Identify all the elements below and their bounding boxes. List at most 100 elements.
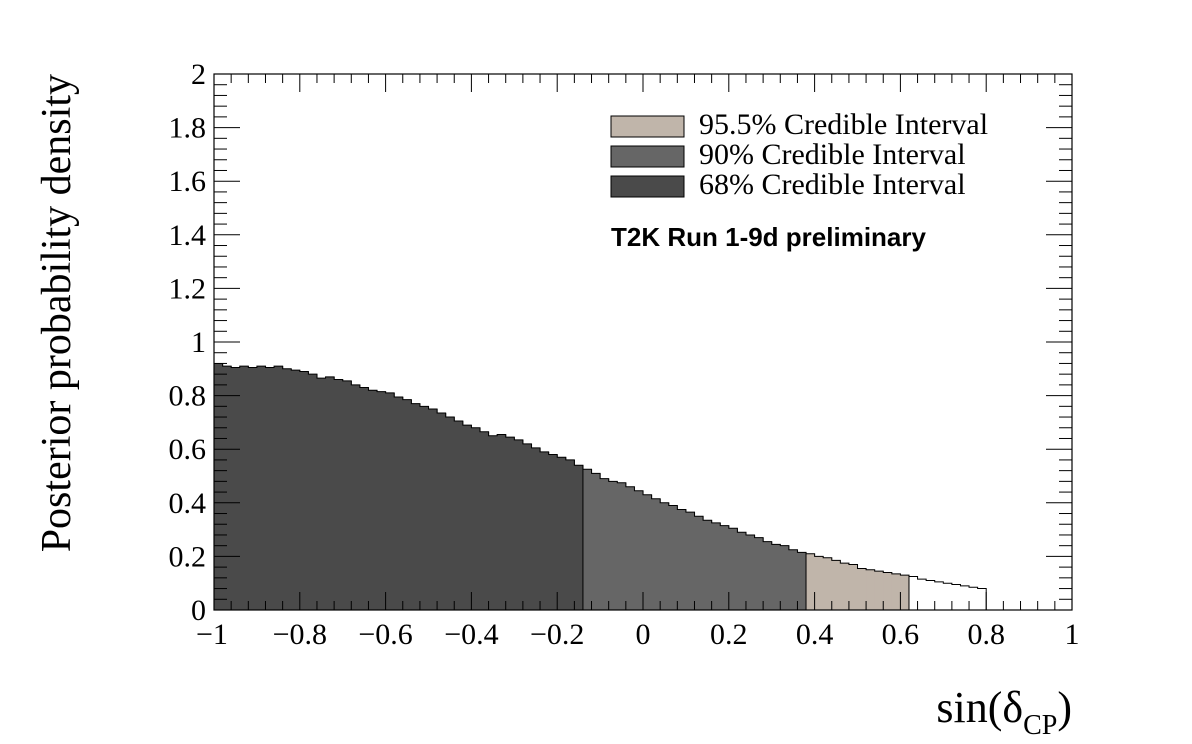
histogram-bin-fill xyxy=(677,509,687,610)
histogram-bin-fill xyxy=(274,366,284,610)
histogram-bin-fill xyxy=(239,366,249,610)
histogram-bin-fill xyxy=(428,409,438,610)
x-tick-labels: −1 −0.8 −0.6 −0.4 −0.2 0 0.2 0.4 0.6 0.8 1 xyxy=(196,618,1080,651)
x-tick-label: −0.6 xyxy=(358,618,412,651)
histogram-bin-fill xyxy=(540,451,550,610)
histogram-bin-fill xyxy=(514,439,524,610)
histogram-bin-fill xyxy=(359,387,370,610)
histogram-bin-fill xyxy=(711,522,721,610)
histogram-bin-fill xyxy=(265,367,275,610)
histogram-bin-fill xyxy=(660,502,670,610)
histogram-bin-fill xyxy=(471,427,481,610)
histogram-bin-fill xyxy=(831,560,841,610)
histogram-bin-fill xyxy=(342,380,352,610)
y-tick-label: 0.6 xyxy=(169,433,207,466)
histogram-bin-fill xyxy=(840,563,850,610)
histogram-bin-fill xyxy=(891,573,901,610)
histogram-bin-fill xyxy=(694,516,704,610)
y-tick-label: 0.4 xyxy=(169,487,207,520)
y-tick-label: 1.2 xyxy=(169,272,207,305)
histogram-bin-fill xyxy=(651,498,661,610)
histogram-bin-fill xyxy=(214,363,224,610)
y-tick-labels: 0 0.2 0.4 0.6 0.8 1 1.2 1.4 1.6 1.8 2 xyxy=(169,58,207,627)
y-tick-label: 0 xyxy=(191,594,206,627)
histogram-bin-fill xyxy=(531,447,541,610)
histogram-bin-fill xyxy=(222,366,232,610)
histogram-bin-fill xyxy=(625,486,636,610)
legend-entry-label: 95.5% Credible Interval xyxy=(699,108,988,141)
histogram-bin-fill xyxy=(402,399,412,610)
histogram-bin-fill xyxy=(591,473,601,610)
y-tick-label: 1.6 xyxy=(169,165,207,198)
histogram-bars xyxy=(213,362,987,610)
histogram-bin-fill xyxy=(316,378,327,610)
histogram-bin-fill xyxy=(411,403,421,610)
histogram-bin-fill xyxy=(385,392,395,610)
x-axis-label-close: ) xyxy=(1057,683,1072,732)
histogram-bin-fill xyxy=(488,435,498,610)
x-tick-label: −0.4 xyxy=(444,618,498,651)
interval-fills xyxy=(214,363,910,610)
histogram-bin-fill xyxy=(368,390,378,610)
histogram-bin-fill xyxy=(848,564,859,610)
histogram-bin-fill xyxy=(780,545,790,610)
histogram-bin-fill xyxy=(522,443,533,610)
histogram-bin-fill xyxy=(745,534,756,610)
x-tick-label: 0 xyxy=(636,618,651,651)
axis-ticks xyxy=(213,73,1073,611)
x-axis-label: sin(δCP) xyxy=(936,683,1072,741)
histogram-bin-fill xyxy=(608,481,618,610)
plot-frame xyxy=(213,73,1073,611)
interval-dividers xyxy=(582,465,910,610)
histogram-bin-fill xyxy=(574,465,584,610)
y-tick-label: 1.4 xyxy=(169,219,207,252)
histogram-bin-fill xyxy=(325,376,335,610)
histogram-bin-fill xyxy=(806,553,816,610)
histogram-bin-fill xyxy=(419,406,430,610)
legend-entry-label: 90% Credible Interval xyxy=(699,138,966,171)
y-tick-label: 1 xyxy=(191,326,206,359)
histogram-bin-fill xyxy=(437,413,447,610)
histogram-bin-fill xyxy=(643,494,653,610)
histogram-bin-fill xyxy=(497,434,507,610)
histogram-bin-fill xyxy=(814,556,824,610)
y-tick-label: 2 xyxy=(191,58,206,91)
histogram-bin-fill xyxy=(557,457,567,610)
histogram-bin-fill xyxy=(728,528,738,610)
x-tick-label: 0.8 xyxy=(967,618,1005,651)
histogram-bin-fill xyxy=(548,454,558,610)
histogram-bin-fill xyxy=(737,532,747,610)
y-tick-label: 0.2 xyxy=(169,540,207,573)
histogram-bin-fill xyxy=(883,572,893,610)
histogram-bin-fill xyxy=(823,557,833,610)
histogram-bin-fill xyxy=(900,575,910,610)
histogram-bin-fill xyxy=(308,374,318,610)
histogram-bin-fill xyxy=(565,459,575,610)
x-tick-label: 0.6 xyxy=(882,618,920,651)
legend-swatch xyxy=(610,115,685,138)
histogram-bin-fill xyxy=(754,537,764,610)
histogram-bin-fill xyxy=(617,482,627,610)
legend-entry-label: 68% Credible Interval xyxy=(699,168,966,201)
histogram-bin-fill xyxy=(454,421,464,610)
histogram-bin-fill xyxy=(582,469,593,610)
histogram-bin-fill xyxy=(685,512,696,610)
histogram-bin-fill xyxy=(334,379,344,610)
histogram-bin-fill xyxy=(788,549,799,610)
histogram-bin-fill xyxy=(668,505,678,610)
histogram-bin-fill xyxy=(874,571,884,610)
histogram-bin-fill xyxy=(248,367,258,610)
histogram-bin-fill xyxy=(634,490,644,610)
x-tick-label: 1 xyxy=(1065,618,1080,651)
x-tick-label: −1 xyxy=(196,618,228,651)
histogram-bin-fill xyxy=(462,425,472,610)
histogram-bin-fill xyxy=(479,431,490,610)
histogram-bin-fill xyxy=(505,437,515,610)
histogram-bin-fill xyxy=(231,367,241,610)
legend-swatch xyxy=(610,145,685,168)
preliminary-annotation: T2K Run 1-9d preliminary xyxy=(611,222,926,252)
histogram-bin-fill xyxy=(763,541,773,610)
x-tick-label: 0.4 xyxy=(796,618,834,651)
